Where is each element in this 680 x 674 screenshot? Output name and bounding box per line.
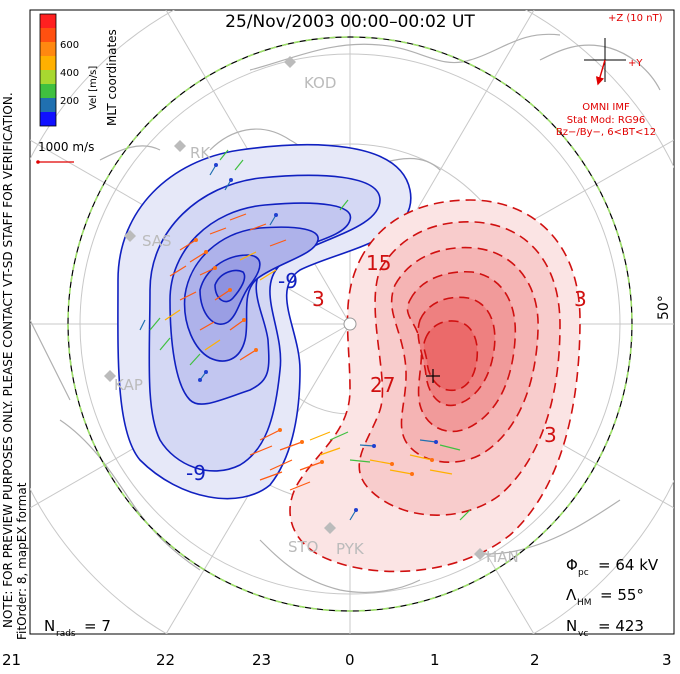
velocity-colorbar: 600 400 200 Vel [m/s] — [39, 13, 99, 127]
contour-label: 3 — [574, 287, 587, 311]
contour-label: -9 — [278, 269, 298, 293]
colorbar-label: Vel [m/s] — [88, 66, 99, 110]
colorbar-tick: 400 — [60, 68, 79, 79]
nvc-value: = 423 — [598, 617, 644, 635]
nvc-subscript: vc — [578, 629, 588, 639]
scale-vector-label: 1000 m/s — [38, 140, 94, 154]
potential-max-marker — [426, 369, 440, 383]
contour-label: 15 — [366, 251, 391, 275]
scale-vector-dot — [36, 160, 40, 164]
coordinate-system-label: MLT coordinates — [105, 29, 119, 126]
nrads-value: = 7 — [84, 617, 111, 635]
imf-source: OMNI IMF — [582, 102, 630, 113]
station-label: HAN — [486, 548, 519, 566]
latitude-label: 50° — [656, 295, 672, 320]
fit-order: FitOrder: 8, mapEX format — [15, 482, 29, 640]
mlt-tick: 0 — [345, 651, 355, 669]
radar-sites — [104, 56, 486, 560]
contour-label: -9 — [186, 461, 206, 485]
phi-symbol: Φ — [566, 556, 578, 574]
stat-model: Stat Mod: RG96 — [567, 115, 646, 126]
stat-n-rads: N rads = 7 — [44, 617, 111, 639]
station-label: KOD — [304, 74, 336, 92]
mlt-tick: 1 — [430, 651, 440, 669]
mlt-tick: 21 — [2, 651, 21, 669]
preview-note: NOTE: FOR PREVIEW PURPOSES ONLY. PLEASE … — [1, 92, 15, 628]
station-label: RK — [190, 144, 211, 162]
colorbar-tick: 600 — [60, 40, 79, 51]
mlt-axis: 21 22 23 0 1 2 3 — [2, 651, 672, 669]
stat-conditions: Bz−/By−, 6<BT<12 — [556, 127, 656, 138]
phi-subscript: pc — [578, 568, 589, 578]
stat-phi-pc: Φ pc = 64 kV — [566, 556, 659, 578]
pole-marker — [343, 317, 357, 331]
nvc-symbol: N — [566, 617, 577, 635]
lambda-value: = 55° — [600, 586, 644, 604]
nrads-subscript: rads — [56, 629, 76, 639]
lambda-symbol: Λ — [566, 586, 577, 604]
station-label: PYK — [336, 540, 365, 558]
phi-value: = 64 kV — [598, 556, 659, 574]
hm-boundary-dashes — [67, 36, 633, 612]
mlt-tick: 22 — [156, 651, 175, 669]
imf-z-label: +Z (10 nT) — [608, 13, 663, 24]
contour-label: 27 — [370, 373, 395, 397]
imf-panel — [584, 38, 626, 86]
imf-y-label: +Y — [628, 58, 643, 69]
nrads-symbol: N — [44, 617, 55, 635]
lambda-subscript: HM — [577, 598, 592, 608]
contour-label: 3 — [312, 287, 325, 311]
station-label: STO — [288, 538, 319, 556]
stat-lambda-hm: Λ HM = 55° — [566, 586, 644, 608]
stat-n-vc: N vc = 423 — [566, 617, 644, 639]
map-title: 25/Nov/2003 00:00–00:02 UT — [225, 12, 475, 32]
mlt-tick: 2 — [530, 651, 540, 669]
contour-label: 3 — [544, 423, 557, 447]
mlt-tick: 3 — [662, 651, 672, 669]
station-label: KAP — [114, 376, 143, 394]
mlt-tick: 23 — [252, 651, 271, 669]
station-label: SAS — [142, 232, 172, 250]
colorbar-tick: 200 — [60, 96, 79, 107]
positive-potential-cell — [289, 199, 581, 573]
velocity-vectors — [139, 149, 471, 521]
